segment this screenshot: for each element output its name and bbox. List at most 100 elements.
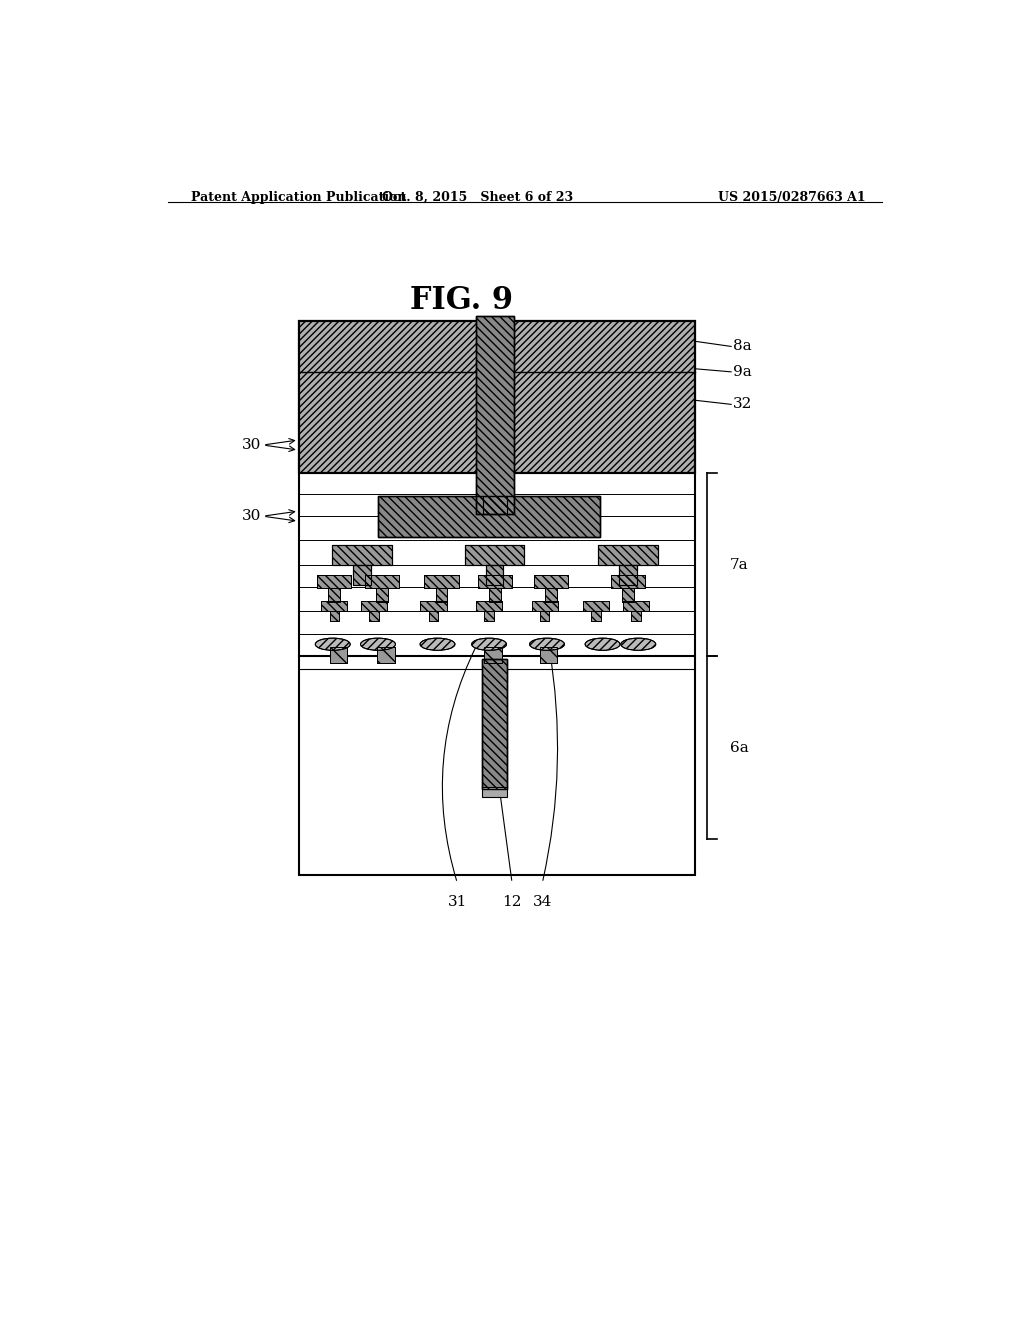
Bar (540, 647, 557, 663)
Bar (429, 611, 438, 620)
Bar (592, 611, 601, 620)
Bar (583, 601, 609, 611)
Text: 30: 30 (242, 510, 261, 523)
Bar (484, 647, 502, 663)
Ellipse shape (360, 638, 395, 651)
Bar (330, 611, 339, 620)
Bar (476, 601, 502, 611)
Bar (622, 589, 634, 602)
Bar (377, 647, 394, 663)
Bar (477, 576, 512, 589)
Bar (484, 647, 502, 663)
Ellipse shape (315, 638, 350, 651)
Bar (376, 589, 388, 602)
Bar (545, 589, 557, 602)
Bar (378, 496, 600, 536)
Text: Oct. 8, 2015   Sheet 6 of 23: Oct. 8, 2015 Sheet 6 of 23 (382, 191, 572, 203)
Text: 7a: 7a (729, 558, 749, 572)
Bar (545, 589, 557, 602)
Bar (611, 576, 645, 589)
Bar (482, 660, 507, 788)
Bar (488, 589, 501, 602)
Ellipse shape (585, 638, 620, 651)
Bar (360, 601, 387, 611)
Bar (370, 611, 379, 620)
Bar (482, 496, 507, 515)
Bar (365, 576, 399, 589)
Bar (583, 601, 609, 611)
Bar (421, 601, 446, 611)
Text: US 2015/0287663 A1: US 2015/0287663 A1 (719, 191, 866, 203)
Text: 9a: 9a (733, 364, 752, 379)
Bar (531, 601, 558, 611)
Text: 31: 31 (447, 895, 467, 909)
Bar (299, 321, 695, 474)
Bar (475, 315, 514, 515)
Bar (531, 601, 558, 611)
Bar (631, 611, 641, 620)
Bar (482, 660, 507, 788)
Bar (370, 611, 379, 620)
Bar (317, 576, 351, 589)
Bar (365, 576, 399, 589)
Bar (623, 601, 649, 611)
Text: Patent Application Publication: Patent Application Publication (191, 191, 407, 203)
Bar (465, 545, 524, 565)
Text: FIG. 9: FIG. 9 (410, 285, 513, 317)
Bar (631, 611, 641, 620)
Text: 6a: 6a (729, 741, 749, 755)
Bar (376, 589, 388, 602)
Bar (333, 545, 392, 565)
Bar (598, 545, 657, 565)
Bar (484, 611, 494, 620)
Text: 8a: 8a (733, 339, 752, 354)
Bar (540, 611, 550, 620)
Bar (465, 545, 524, 565)
Bar (330, 611, 339, 620)
Text: 30: 30 (242, 438, 261, 451)
Bar (329, 589, 340, 602)
Bar (482, 496, 507, 515)
Ellipse shape (420, 638, 455, 651)
Bar (540, 647, 557, 663)
Text: 34: 34 (532, 895, 552, 909)
Bar (622, 589, 634, 602)
Text: 12: 12 (503, 895, 522, 909)
Bar (484, 611, 494, 620)
Bar (475, 315, 514, 515)
Bar (534, 576, 568, 589)
Bar (486, 565, 504, 585)
Bar (488, 589, 501, 602)
Bar (482, 787, 507, 797)
Ellipse shape (472, 638, 507, 651)
Bar (330, 647, 347, 663)
Ellipse shape (621, 638, 655, 651)
Bar (377, 647, 394, 663)
Bar (540, 611, 550, 620)
Bar (299, 321, 695, 474)
Bar (598, 545, 657, 565)
Bar (534, 576, 568, 589)
Bar (329, 589, 340, 602)
Bar (421, 601, 446, 611)
Bar (424, 576, 459, 589)
Bar (476, 601, 502, 611)
Bar (477, 576, 512, 589)
Bar (611, 576, 645, 589)
Bar (360, 601, 387, 611)
Bar (330, 647, 347, 663)
Bar (620, 565, 637, 585)
Bar (299, 321, 695, 875)
Bar (333, 545, 392, 565)
Bar (435, 589, 447, 602)
Bar (353, 565, 371, 585)
Bar (435, 589, 447, 602)
Bar (486, 565, 504, 585)
Text: 32: 32 (733, 397, 752, 412)
Bar (353, 565, 371, 585)
Bar (424, 576, 459, 589)
Bar (317, 576, 351, 589)
Bar (322, 601, 347, 611)
Bar (623, 601, 649, 611)
Bar (429, 611, 438, 620)
